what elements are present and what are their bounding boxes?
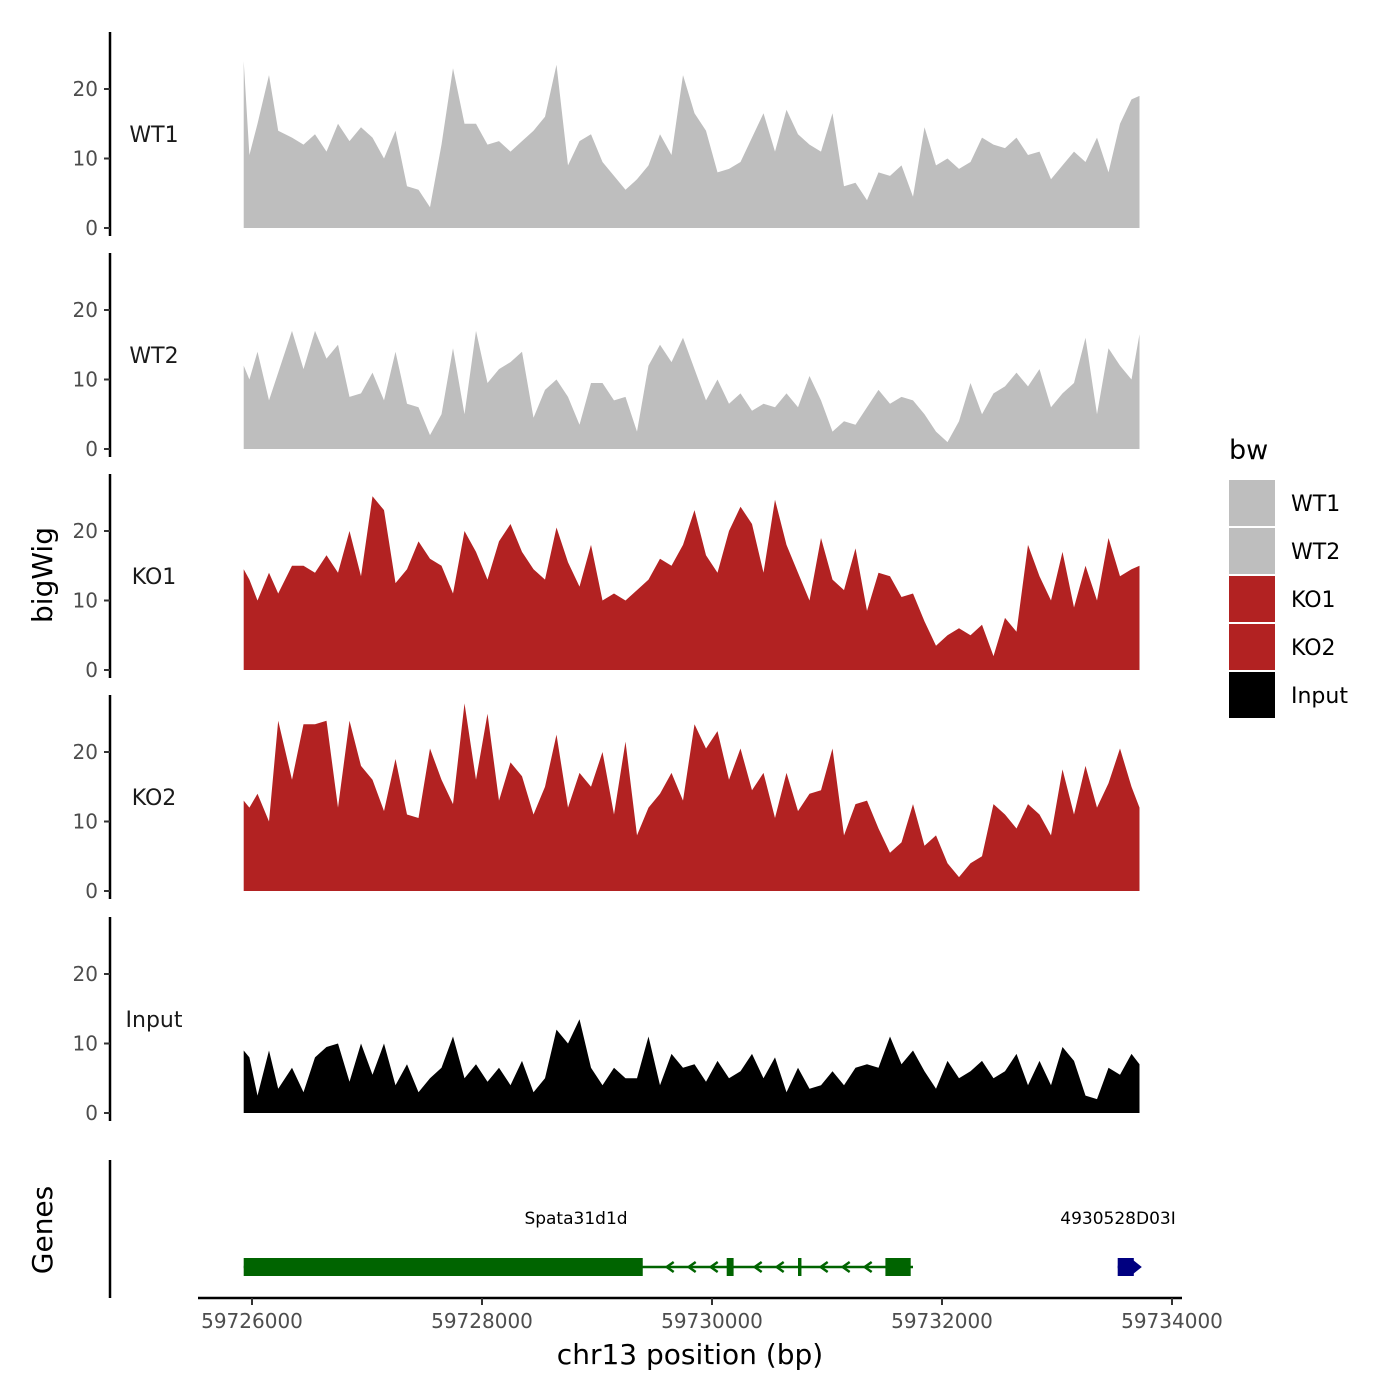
gene-label: 4930528D03I	[1060, 1209, 1175, 1229]
legend-title: bw	[1229, 435, 1268, 466]
legend-label: Input	[1291, 684, 1348, 709]
y-tick-label: 0	[85, 879, 98, 903]
legend-label: WT1	[1291, 492, 1340, 517]
track-label: KO2	[132, 786, 177, 811]
legend: bw WT1 WT2 KO1 KO2 Input	[1229, 435, 1348, 718]
y-tick-label: 20	[73, 77, 98, 101]
track-area-ko1	[243, 496, 1140, 670]
track-wt2: 0 10 20 WT2	[73, 253, 1140, 461]
legend-label: KO1	[1291, 588, 1336, 613]
track-wt1: 0 10 20 WT1	[73, 32, 1140, 240]
track-label: WT2	[129, 344, 178, 369]
x-axis-title: chr13 position (bp)	[557, 1338, 823, 1371]
strand-chevron	[664, 1260, 675, 1274]
strand-chevron	[840, 1260, 851, 1274]
x-tick-label: 59732000	[891, 1309, 993, 1333]
y-tick-label: 10	[73, 147, 98, 171]
gene-exon	[798, 1258, 802, 1276]
track-ko2: 0 10 20 KO2	[73, 695, 1140, 903]
legend-label: WT2	[1291, 540, 1340, 565]
gene-exon	[1117, 1258, 1134, 1276]
y-tick-label: 0	[85, 1101, 98, 1125]
strand-chevron	[686, 1260, 697, 1274]
y-tick-label: 10	[73, 589, 98, 613]
track-input: 0 10 20 Input	[73, 917, 1140, 1125]
y-tick-label: 20	[73, 519, 98, 543]
x-axis: 59726000 59728000 59730000 59732000 59734000…	[198, 1296, 1223, 1371]
y-tick-label: 20	[73, 298, 98, 322]
track-ko1: 0 10 20 KO1	[73, 474, 1140, 682]
y-tick-label: 20	[73, 740, 98, 764]
strand-chevron	[774, 1260, 785, 1274]
legend-swatch	[1229, 480, 1275, 526]
x-tick-label: 59730000	[661, 1309, 763, 1333]
gene-model: Spata31d1d	[243, 1209, 913, 1276]
y-tick-label: 10	[73, 810, 98, 834]
strand-chevron	[708, 1260, 719, 1274]
genes-axis-title: Genes	[26, 1186, 59, 1274]
x-tick-label: 59734000	[1121, 1309, 1223, 1333]
x-tick-label: 59726000	[201, 1309, 303, 1333]
strand-arrow-icon	[1131, 1259, 1142, 1275]
legend-swatch	[1229, 624, 1275, 670]
track-area-ko2	[243, 703, 1140, 891]
strand-chevron	[752, 1260, 763, 1274]
gene-exon	[726, 1258, 734, 1276]
y-tick-label: 0	[85, 658, 98, 682]
track-label: KO1	[132, 565, 177, 590]
gene-exon	[885, 1258, 911, 1276]
gene-exon	[243, 1258, 643, 1276]
y-tick-label: 10	[73, 1032, 98, 1056]
track-label: Input	[126, 1008, 183, 1033]
y-tick-label: 10	[73, 368, 98, 392]
gene-label: Spata31d1d	[524, 1209, 627, 1229]
y-tick-label: 0	[85, 437, 98, 461]
y-tick-label: 0	[85, 216, 98, 240]
track-area-input	[243, 1019, 1140, 1113]
track-label: WT1	[129, 123, 178, 148]
track-area-wt2	[243, 330, 1140, 449]
track-area-wt1	[243, 61, 1140, 229]
strand-chevron	[818, 1260, 829, 1274]
legend-swatch	[1229, 528, 1275, 574]
strand-chevron	[862, 1260, 873, 1274]
legend-swatch	[1229, 576, 1275, 622]
y-tick-label: 20	[73, 962, 98, 986]
gene-model: 4930528D03I	[1060, 1209, 1176, 1276]
y-axis-title: bigWig	[26, 527, 59, 623]
x-tick-label: 59728000	[431, 1309, 533, 1333]
legend-swatch	[1229, 672, 1275, 718]
genes-track: Genes Spata31d1d 4930528D03I	[26, 1160, 1176, 1298]
legend-label: KO2	[1291, 636, 1336, 661]
